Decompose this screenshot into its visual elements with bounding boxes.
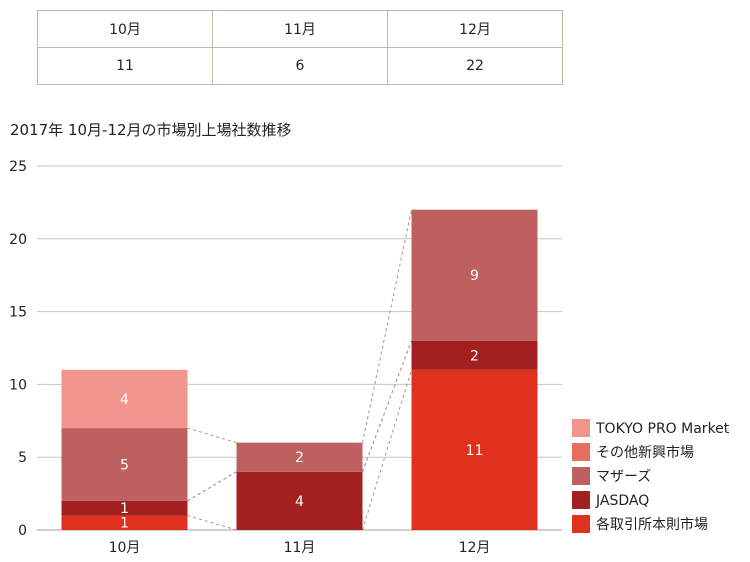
table-cell: 11: [37, 47, 213, 85]
data-label: 11: [466, 443, 484, 459]
data-label: 1: [120, 516, 129, 532]
series-connector-line: [187, 471, 237, 502]
series-connector-line: [362, 369, 412, 531]
table-cell: 22: [387, 47, 563, 85]
data-label: 2: [470, 348, 479, 364]
bar-segment: [411, 340, 538, 370]
bar-segment: [61, 500, 188, 516]
legend-label: JASDAQ: [595, 493, 649, 509]
table-header-cell: 11月: [212, 10, 388, 48]
series-connector-line: [187, 514, 237, 531]
bar-segment: [236, 471, 363, 530]
data-label: 4: [120, 392, 129, 408]
x-tick-label: 10月: [109, 540, 141, 556]
data-label: 1: [120, 501, 129, 517]
table-row: 11 6 22: [37, 47, 563, 85]
bar-segment: [61, 515, 188, 530]
y-tick-label: 25: [9, 159, 27, 175]
x-tick-label: 11月: [284, 540, 316, 556]
legend-swatch: [572, 419, 590, 437]
y-tick-label: 15: [9, 305, 27, 321]
legend-label: TOKYO PRO Market: [595, 421, 730, 437]
legend-label: 各取引所本則市場: [596, 516, 708, 533]
series-connector-line: [187, 427, 237, 444]
y-tick-label: 20: [9, 232, 27, 248]
bar-segment: [61, 428, 188, 501]
series-connector-line: [362, 340, 412, 472]
bar-segment: [411, 369, 538, 530]
bar-segment: [236, 442, 363, 472]
legend-swatch: [572, 443, 590, 461]
legend-label: その他新興市場: [596, 444, 694, 461]
bar-segment: [411, 209, 538, 341]
legend-swatch: [572, 515, 590, 533]
bar-segment: [61, 369, 188, 429]
legend-swatch: [572, 491, 590, 509]
data-label: 2: [295, 450, 304, 466]
data-label: 4: [295, 494, 304, 510]
series-connector-line: [362, 209, 412, 443]
chart-title: 2017年 10月-12月の市場別上場社数推移: [10, 121, 292, 139]
x-tick-label: 12月: [459, 540, 491, 556]
y-tick-label: 10: [9, 377, 27, 393]
table-header-row: 10月 11月 12月: [37, 10, 563, 48]
data-label: 5: [120, 457, 129, 473]
legend-swatch: [572, 467, 590, 485]
y-tick-label: 0: [18, 523, 27, 539]
summary-table: 10月 11月 12月 11 6 22: [37, 10, 563, 85]
y-tick-label: 5: [18, 450, 27, 466]
table-header-cell: 10月: [37, 10, 213, 48]
data-label: 9: [470, 268, 479, 284]
legend-label: マザーズ: [596, 469, 651, 485]
